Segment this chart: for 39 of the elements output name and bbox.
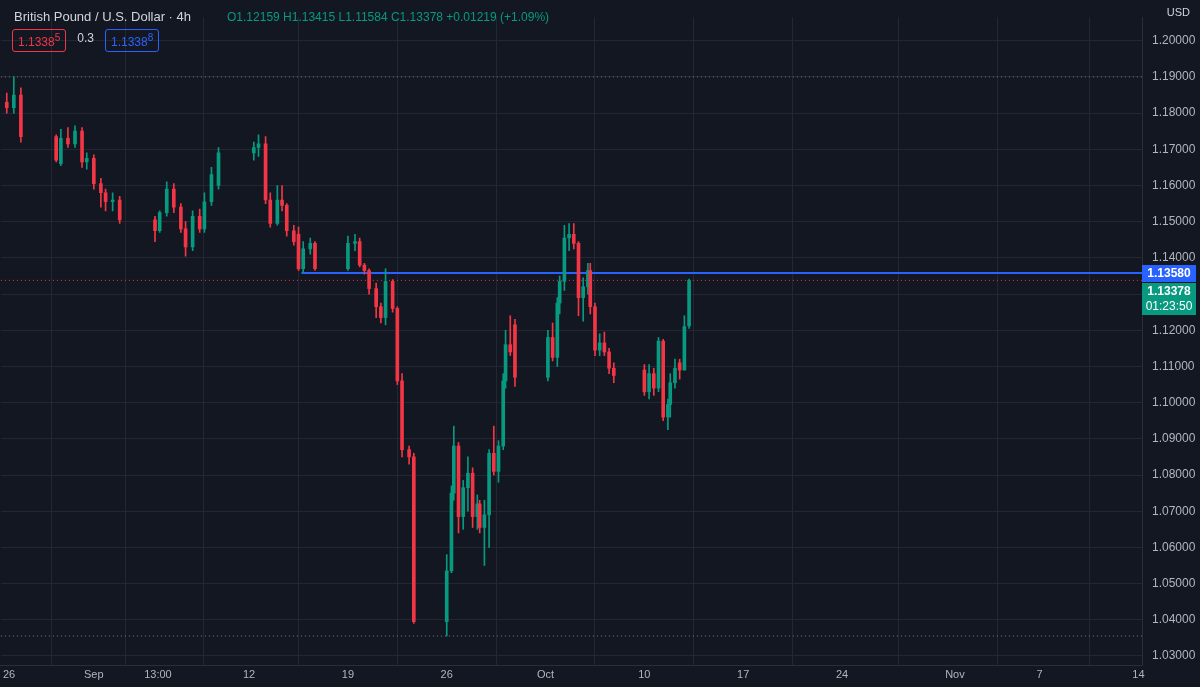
annotation: 1.1338$^{8}$: [104, 29, 160, 52]
ref-line-label: 1.13378: [1147, 283, 1192, 298]
x-tick-label: 26: [440, 667, 453, 680]
y-tick-label: 1.15000: [1152, 213, 1196, 228]
y-tick-label: 1.16000: [1152, 177, 1196, 192]
x-tick-label: 24: [835, 667, 849, 680]
x-tick-label: 19: [341, 667, 355, 680]
x-tick-label: 10: [638, 667, 651, 680]
y-tick-label: 1.10000: [1152, 394, 1196, 409]
y-tick-label: 1.14000: [1152, 250, 1196, 265]
x-tick-label: Oct: [537, 667, 555, 680]
annotation: 1.1338$^{5}$: [12, 29, 67, 52]
annotation: 01:23:50: [1145, 298, 1193, 313]
y-tick-label: 1.03000: [1152, 648, 1196, 663]
y-axis-title: USD: [1166, 6, 1190, 18]
y-tick-label: 1.18000: [1152, 105, 1196, 120]
y-tick-label: 1.07000: [1152, 503, 1196, 518]
y-tick-label: 1.11000: [1152, 358, 1195, 373]
x-tick-label: 13:00: [144, 667, 172, 680]
y-tick-label: 1.06000: [1152, 539, 1196, 554]
x-tick-label: Nov: [945, 667, 966, 680]
y-tick-label: 1.05000: [1152, 575, 1196, 590]
y-tick-label: 1.19000: [1152, 69, 1196, 84]
annotation: 1.13580: [1147, 265, 1192, 280]
chart-title: British Pound / U.S. Dollar · 4h: [14, 9, 192, 24]
chart-subtitle: O1.12159 H1.13415 L1.11584 C1.13378 +0.01219 (+1.09%): [227, 10, 550, 24]
x-tick-label: 17: [737, 667, 750, 680]
y-tick-label: 1.09000: [1152, 431, 1196, 446]
y-tick-label: 1.08000: [1152, 467, 1196, 482]
annotation: 0.3: [76, 30, 95, 47]
x-tick-label: 26: [2, 667, 16, 680]
y-tick-label: 1.12000: [1152, 322, 1196, 337]
x-tick-label: 12: [242, 667, 256, 680]
y-tick-label: 1.04000: [1152, 612, 1196, 627]
y-tick-label: 1.20000: [1152, 33, 1196, 48]
y-tick-label: 1.17000: [1152, 141, 1196, 156]
x-tick-label: 14: [1132, 667, 1145, 680]
x-tick-label: Sep: [84, 667, 104, 680]
x-tick-label: 7: [1036, 667, 1043, 680]
